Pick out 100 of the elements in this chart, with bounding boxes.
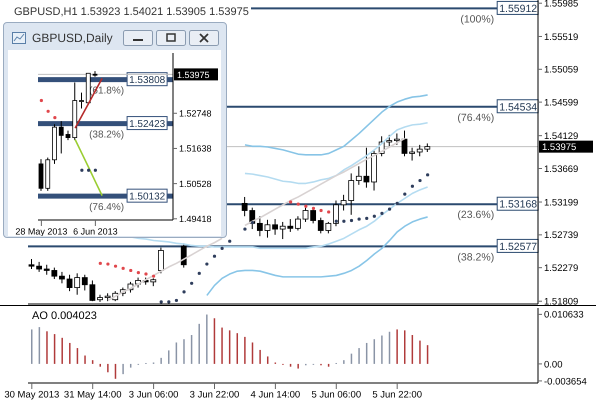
y-tick-label: 0.010633 bbox=[544, 310, 584, 321]
ref-line-label: 1.53975 bbox=[177, 70, 210, 80]
candlestick bbox=[318, 217, 324, 234]
candlestick bbox=[158, 247, 164, 274]
ref-line-label: 1.52577 bbox=[499, 240, 538, 253]
y-tick-label: 1.52739 bbox=[544, 230, 578, 242]
line-series bbox=[244, 94, 428, 156]
point bbox=[388, 207, 392, 211]
point bbox=[190, 282, 194, 285]
point bbox=[152, 274, 156, 278]
ref-line-label: 1.54534 bbox=[499, 101, 538, 114]
point bbox=[182, 290, 186, 294]
y-tick-label: 1.54599 bbox=[544, 97, 578, 108]
annotation: (23.6%) bbox=[457, 209, 494, 222]
point bbox=[114, 264, 118, 268]
y-tick-label: 1.51638 bbox=[179, 144, 212, 154]
point bbox=[80, 168, 84, 172]
point bbox=[220, 246, 224, 250]
point bbox=[358, 217, 361, 221]
candlestick bbox=[280, 221, 286, 240]
x-tick-label: 31 May 14:00 bbox=[64, 390, 122, 400]
candlestick bbox=[44, 264, 50, 276]
point bbox=[106, 262, 110, 266]
point bbox=[53, 116, 56, 120]
point bbox=[334, 220, 338, 223]
annotation: (76.4%) bbox=[457, 112, 494, 124]
candlestick bbox=[79, 92, 84, 109]
point bbox=[167, 300, 170, 304]
candlestick bbox=[348, 172, 354, 216]
x-tick-label: 4 Jun 14:00 bbox=[250, 390, 300, 400]
candlestick bbox=[82, 274, 88, 291]
point bbox=[160, 300, 163, 304]
chart-title: AO 0.004023 bbox=[32, 310, 97, 322]
y-tick-label: 1.49418 bbox=[179, 214, 212, 224]
point bbox=[144, 272, 148, 276]
x-tick-label: 5 Jun 06:00 bbox=[311, 390, 362, 400]
point bbox=[46, 110, 50, 113]
point bbox=[380, 212, 384, 215]
y-tick-label: 1.55059 bbox=[544, 64, 578, 76]
point bbox=[129, 268, 132, 272]
y-tick-label: 1.55519 bbox=[544, 32, 578, 43]
x-tick-label: 6 Jun 2013 bbox=[73, 226, 118, 236]
candlestick bbox=[66, 130, 70, 141]
y-tick-label: 0.00 bbox=[544, 359, 562, 370]
candlestick bbox=[416, 144, 423, 157]
y-tick-label: 1.50528 bbox=[179, 178, 212, 189]
line-series bbox=[74, 138, 103, 196]
ref-line-label: 1.53808 bbox=[129, 75, 166, 86]
point bbox=[418, 178, 422, 182]
point bbox=[342, 220, 346, 223]
ref-line-label: 1.50132 bbox=[129, 192, 166, 203]
y-tick-label: 1.52279 bbox=[544, 263, 578, 274]
candlestick bbox=[287, 218, 294, 232]
point bbox=[312, 206, 316, 210]
point bbox=[327, 210, 330, 214]
point bbox=[212, 254, 216, 258]
point bbox=[174, 298, 178, 302]
text: GBPUSD,H1 1.53923 1.54021 1.53905 1.53975 bbox=[12, 6, 251, 18]
point bbox=[250, 221, 254, 224]
chart-title: GBPUSD,Daily bbox=[32, 31, 113, 45]
x-tick-label: 28 May 2013 bbox=[15, 226, 68, 236]
point bbox=[243, 227, 247, 231]
y-tick-label: 1.53199 bbox=[544, 197, 578, 208]
candlestick bbox=[394, 132, 400, 146]
point bbox=[410, 184, 414, 188]
x-tick-label: 3 Jun 22:00 bbox=[190, 390, 240, 400]
point bbox=[403, 192, 406, 196]
x-tick-label: 3 Jun 06:00 bbox=[128, 390, 178, 400]
point bbox=[136, 271, 140, 274]
ref-line-label: 1.53168 bbox=[499, 198, 538, 211]
candlestick bbox=[242, 196, 248, 217]
ref-line-label: 1.53975 bbox=[542, 142, 576, 154]
x-tick-label: 30 May 2013 bbox=[4, 390, 60, 400]
point bbox=[205, 262, 208, 266]
y-tick-label: -0.003654 bbox=[544, 376, 587, 388]
annotation: (38.2%) bbox=[457, 251, 494, 264]
y-tick-label: 1.55985 bbox=[544, 0, 578, 10]
point bbox=[198, 272, 201, 275]
point bbox=[228, 240, 232, 243]
ref-line-label: 1.52423 bbox=[129, 119, 166, 130]
point bbox=[122, 266, 125, 270]
candlestick bbox=[74, 272, 80, 296]
candlestick bbox=[386, 134, 392, 147]
y-tick-label: 1.53669 bbox=[544, 164, 578, 175]
y-tick-label: 1.54129 bbox=[544, 131, 578, 142]
annotation: (76.4%) bbox=[89, 202, 124, 214]
ref-line-label: 1.55912 bbox=[499, 2, 538, 15]
point bbox=[365, 216, 368, 220]
point bbox=[350, 218, 354, 222]
candlestick bbox=[58, 120, 64, 154]
y-tick-label: 1.52748 bbox=[179, 108, 212, 118]
point bbox=[94, 168, 97, 172]
point bbox=[396, 202, 399, 205]
point bbox=[372, 214, 376, 218]
point bbox=[304, 204, 308, 208]
point bbox=[296, 202, 300, 206]
candlestick bbox=[51, 267, 58, 280]
candlestick bbox=[356, 166, 362, 186]
point bbox=[426, 173, 430, 176]
point bbox=[40, 98, 43, 102]
